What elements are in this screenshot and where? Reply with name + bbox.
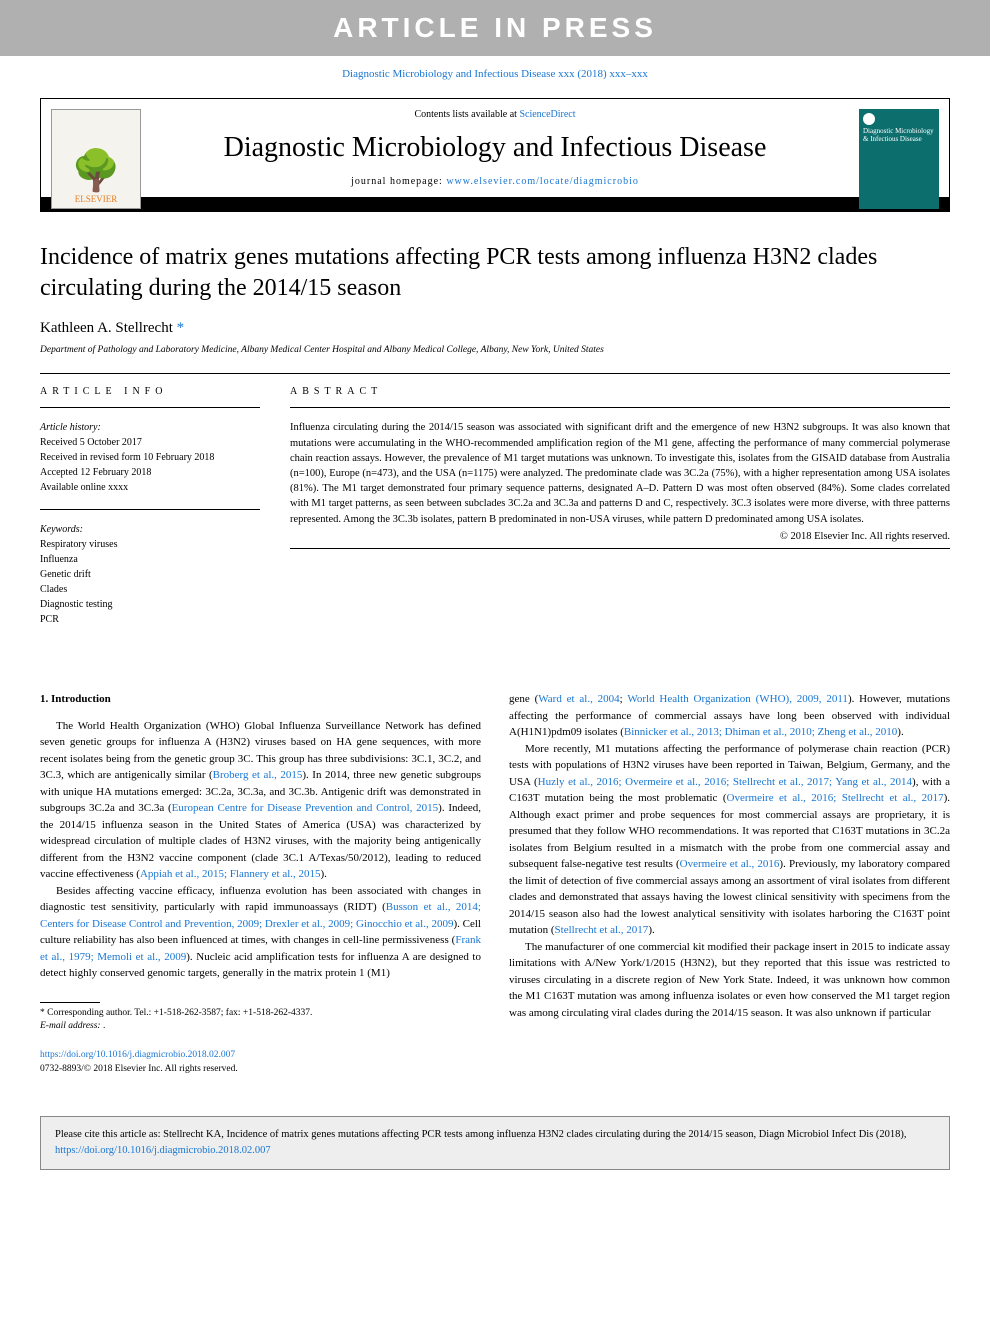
keyword: Genetic drift bbox=[40, 567, 260, 582]
citation-link[interactable]: Binnicker et al., 2013; Dhiman et al., 2… bbox=[624, 726, 897, 738]
citation-link[interactable]: Ward et al., 2004 bbox=[538, 693, 619, 705]
keywords-divider bbox=[40, 509, 260, 510]
journal-header-box: 🌳 ELSEVIER Diagnostic Microbiology & Inf… bbox=[40, 98, 950, 198]
body-paragraph: gene (Ward et al., 2004; World Health Or… bbox=[509, 691, 950, 741]
abstract-label: ABSTRACT bbox=[290, 386, 950, 397]
abstract-bottom-divider bbox=[290, 548, 950, 549]
journal-name: Diagnostic Microbiology and Infectious D… bbox=[161, 132, 829, 164]
article-in-press-banner: ARTICLE IN PRESS bbox=[0, 0, 990, 56]
email-value: . bbox=[103, 1021, 105, 1031]
article-info-label: ARTICLE INFO bbox=[40, 386, 260, 397]
abstract-column: ABSTRACT Influenza circulating during th… bbox=[290, 386, 950, 641]
citebox-text: Please cite this article as: Stellrecht … bbox=[55, 1129, 907, 1140]
article-title: Incidence of matrix genes mutations affe… bbox=[40, 242, 950, 304]
cover-dot-icon bbox=[863, 113, 875, 125]
revised-date: Received in revised form 10 February 201… bbox=[40, 450, 260, 465]
body-column-right: gene (Ward et al., 2004; World Health Or… bbox=[509, 691, 950, 1076]
body-column-left: 1. Introduction The World Health Organiz… bbox=[40, 691, 481, 1076]
citebox-doi-link[interactable]: https://doi.org/10.1016/j.diagmicrobio.2… bbox=[55, 1145, 271, 1156]
homepage-line: journal homepage: www.elsevier.com/locat… bbox=[161, 176, 829, 187]
text-span: ). bbox=[648, 924, 654, 936]
citation-link[interactable]: Stellrecht et al., 2017 bbox=[555, 924, 649, 936]
divider-top bbox=[40, 373, 950, 374]
keyword: Clades bbox=[40, 582, 260, 597]
history-heading: Article history: bbox=[40, 420, 260, 435]
author-name: Kathleen A. Stellrecht * bbox=[40, 320, 950, 337]
elsevier-tree-icon: 🌳 bbox=[71, 147, 121, 194]
keyword: Respiratory viruses bbox=[40, 537, 260, 552]
email-line: E-mail address: . bbox=[40, 1020, 481, 1033]
doi-link[interactable]: https://doi.org/10.1016/j.diagmicrobio.2… bbox=[40, 1050, 235, 1060]
keyword: PCR bbox=[40, 612, 260, 627]
homepage-prefix: journal homepage: bbox=[351, 176, 446, 187]
doi-section: https://doi.org/10.1016/j.diagmicrobio.2… bbox=[40, 1049, 481, 1076]
author-text: Kathleen A. Stellrecht bbox=[40, 320, 173, 336]
citation-link[interactable]: Appiah et al., 2015; Flannery et al., 20… bbox=[140, 868, 321, 880]
text-span: ). bbox=[321, 868, 327, 880]
affiliation: Department of Pathology and Laboratory M… bbox=[40, 345, 950, 355]
keywords-heading: Keywords: bbox=[40, 522, 260, 537]
journal-cover-thumb: Diagnostic Microbiology & Infectious Dis… bbox=[859, 109, 939, 209]
body-columns: 1. Introduction The World Health Organiz… bbox=[40, 691, 950, 1076]
citation-header: Diagnostic Microbiology and Infectious D… bbox=[0, 56, 990, 98]
corresponding-author-marker[interactable]: * bbox=[177, 320, 185, 336]
citation-link[interactable]: Huzly et al., 2016; Overmeire et al., 20… bbox=[538, 776, 912, 788]
article-history: Article history: Received 5 October 2017… bbox=[40, 420, 260, 495]
keyword: Influenza bbox=[40, 552, 260, 567]
cover-text: Diagnostic Microbiology & Infectious Dis… bbox=[863, 127, 935, 143]
text-span: ). bbox=[897, 726, 903, 738]
body-paragraph: Besides affecting vaccine efficacy, infl… bbox=[40, 883, 481, 982]
meta-row: ARTICLE INFO Article history: Received 5… bbox=[40, 386, 950, 641]
citation-link[interactable]: Overmeire et al., 2016; Stellrecht et al… bbox=[727, 792, 944, 804]
citation-link[interactable]: Overmeire et al., 2016 bbox=[680, 858, 780, 870]
citation-link[interactable]: World Health Organization (WHO), 2009, 2… bbox=[627, 693, 848, 705]
abstract-copyright: © 2018 Elsevier Inc. All rights reserved… bbox=[290, 531, 950, 542]
accepted-date: Accepted 12 February 2018 bbox=[40, 465, 260, 480]
citation-link[interactable]: European Centre for Disease Prevention a… bbox=[172, 802, 439, 814]
abstract-text: Influenza circulating during the 2014/15… bbox=[290, 420, 950, 527]
footnotes: * Corresponding author. Tel.: +1-518-262… bbox=[40, 1002, 481, 1034]
homepage-link[interactable]: www.elsevier.com/locate/diagmicrobio bbox=[446, 176, 639, 187]
footnote-rule bbox=[40, 1002, 100, 1003]
body-paragraph: The World Health Organization (WHO) Glob… bbox=[40, 718, 481, 883]
citation-link[interactable]: Diagnostic Microbiology and Infectious D… bbox=[342, 68, 648, 80]
issn-copyright: 0732-8893/© 2018 Elsevier Inc. All right… bbox=[40, 1063, 481, 1076]
contents-line: Contents lists available at ScienceDirec… bbox=[161, 109, 829, 120]
text-span: gene ( bbox=[509, 693, 538, 705]
article-info-column: ARTICLE INFO Article history: Received 5… bbox=[40, 386, 260, 641]
cite-this-article-box: Please cite this article as: Stellrecht … bbox=[40, 1116, 950, 1170]
online-date: Available online xxxx bbox=[40, 480, 260, 495]
body-paragraph: More recently, M1 mutations affecting th… bbox=[509, 741, 950, 939]
elsevier-label: ELSEVIER bbox=[75, 194, 118, 204]
introduction-heading: 1. Introduction bbox=[40, 691, 481, 708]
info-divider bbox=[40, 407, 260, 408]
keyword: Diagnostic testing bbox=[40, 597, 260, 612]
received-date: Received 5 October 2017 bbox=[40, 435, 260, 450]
email-label: E-mail address: bbox=[40, 1021, 103, 1031]
keywords-group: Keywords: Respiratory viruses Influenza … bbox=[40, 522, 260, 627]
body-paragraph: The manufacturer of one commercial kit m… bbox=[509, 939, 950, 1022]
citation-link[interactable]: Broberg et al., 2015 bbox=[213, 769, 303, 781]
corresponding-author-note: * Corresponding author. Tel.: +1-518-262… bbox=[40, 1007, 481, 1020]
thick-rule bbox=[40, 198, 950, 212]
contents-prefix: Contents lists available at bbox=[414, 109, 519, 120]
sciencedirect-link[interactable]: ScienceDirect bbox=[519, 109, 575, 120]
elsevier-logo: 🌳 ELSEVIER bbox=[51, 109, 141, 209]
abstract-divider bbox=[290, 407, 950, 408]
